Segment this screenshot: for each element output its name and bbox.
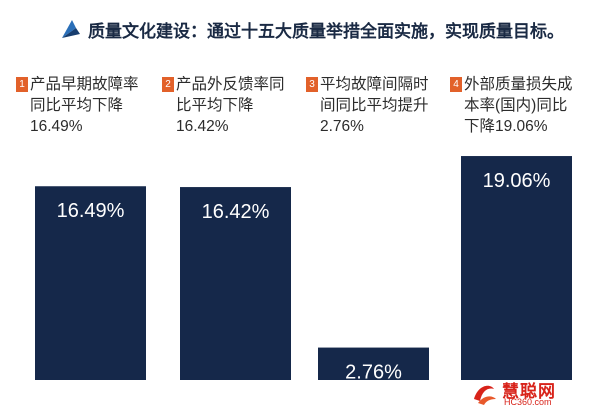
pen-nib-icon [62, 20, 80, 38]
category-label-1: 1 产品早期故障率同比平均下降16.49% [16, 74, 148, 137]
category-label-text: 产品早期故障率同比平均下降16.49% [30, 76, 139, 135]
category-number-badge: 1 [16, 77, 28, 92]
bar-value-label-3: 2.76% [345, 362, 402, 384]
category-number-badge: 3 [306, 77, 318, 92]
header: 质量文化建设：通过十五大质量举措全面实施，实现质量目标。 [60, 14, 564, 44]
category-label-2: 2 产品外反馈率同比平均下降16.42% [162, 74, 294, 137]
category-label-3: 3 平均故障间隔时间同比平均提升2.76% [306, 74, 438, 137]
watermark-name: 慧聪网 [502, 382, 556, 401]
bar-3 [318, 347, 429, 380]
bar-1 [35, 186, 146, 380]
category-label-4: 4 外部质量损失成本率(国内)同比下降19.06% [450, 74, 582, 137]
category-label-text: 外部质量损失成本率(国内)同比下降19.06% [464, 76, 573, 135]
bar-value-label-1: 16.49% [57, 200, 125, 222]
bar-value-label-2: 16.42% [202, 201, 270, 223]
bar-value-label-4: 19.06% [483, 170, 551, 192]
bar-2 [180, 187, 291, 380]
category-label-text: 平均故障间隔时间同比平均提升2.76% [320, 76, 429, 135]
watermark: 慧聪网 HC360.com [470, 377, 588, 411]
page-title: 质量文化建设：通过十五大质量举措全面实施，实现质量目标。 [88, 21, 564, 42]
watermark-url: HC360.com [504, 397, 552, 407]
bar-4 [461, 156, 572, 380]
category-number-badge: 4 [450, 77, 462, 92]
swirl-logo-icon [474, 385, 496, 405]
category-number-badge: 2 [162, 77, 174, 92]
category-label-text: 产品外反馈率同比平均下降16.42% [176, 76, 285, 135]
